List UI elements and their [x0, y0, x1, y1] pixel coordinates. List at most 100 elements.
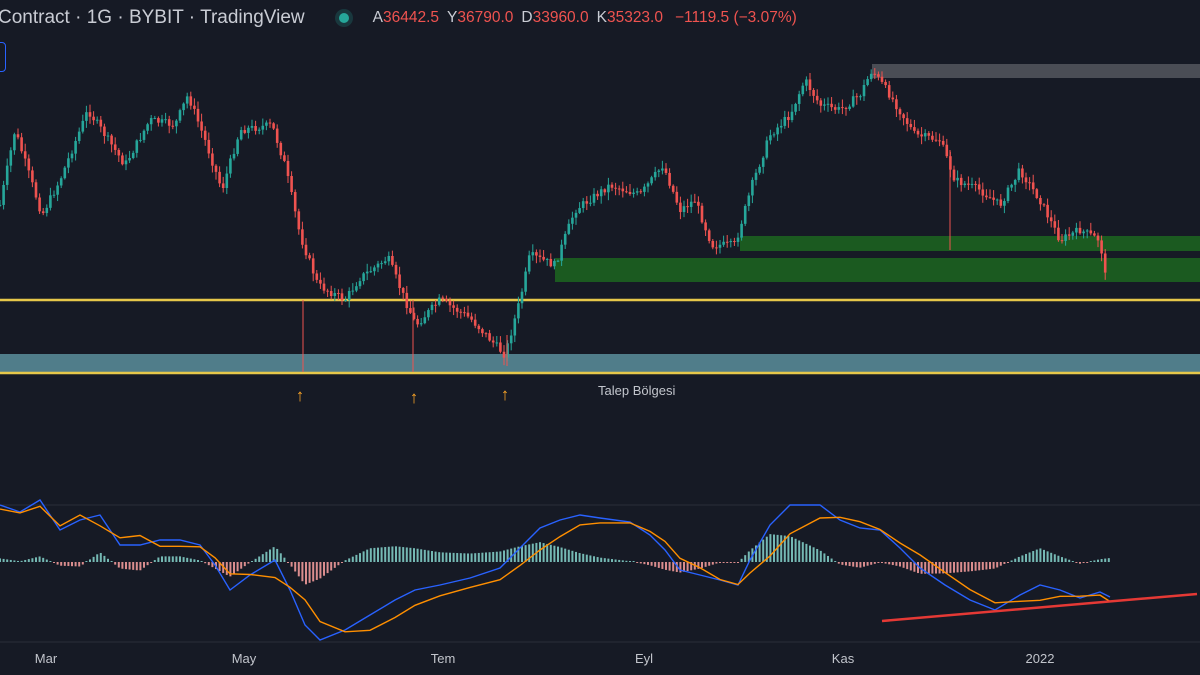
candle-body — [1067, 234, 1071, 236]
candle-body — [747, 195, 751, 206]
candle-body — [758, 166, 761, 173]
candle-body — [668, 172, 671, 186]
histogram-bar — [488, 552, 491, 562]
candle-body — [409, 308, 412, 313]
candle-body — [110, 135, 113, 145]
histogram-bar — [675, 562, 678, 572]
histogram-bar — [852, 562, 855, 567]
histogram-bar — [92, 556, 95, 562]
candle-body — [1021, 168, 1024, 178]
candle-body — [322, 283, 326, 291]
histogram-bar — [110, 561, 113, 562]
candle-body — [787, 116, 790, 121]
candle-body — [254, 125, 257, 131]
resistance-zone[interactable] — [872, 64, 1200, 78]
histogram-bar — [449, 552, 451, 562]
histogram-bar — [1100, 559, 1103, 562]
timeframe[interactable]: 1G — [86, 7, 113, 28]
histogram-bar — [193, 559, 196, 562]
histogram-bar — [1071, 561, 1074, 562]
candle-body — [34, 182, 38, 198]
candle-body — [394, 264, 398, 275]
histogram-bar — [38, 556, 41, 562]
histogram-bar — [744, 555, 747, 562]
candle-body — [891, 97, 895, 100]
histogram-bar — [463, 553, 466, 562]
histogram-bar — [333, 562, 336, 568]
histogram-bar — [1057, 555, 1060, 562]
candle-body — [275, 128, 279, 143]
demand-zone[interactable] — [0, 354, 1200, 373]
histogram-bar — [506, 549, 509, 562]
histogram-bar — [621, 560, 624, 562]
candle-body — [1053, 221, 1057, 228]
candle-body — [491, 340, 495, 343]
support-zone-upper[interactable] — [740, 236, 1200, 251]
histogram-bar — [636, 562, 639, 563]
histogram-bar — [45, 559, 48, 562]
histogram-bar — [823, 553, 826, 562]
macd-line — [0, 499, 1111, 641]
candle-body — [329, 291, 333, 297]
histogram-bar — [902, 562, 905, 568]
histogram-bar — [434, 551, 437, 562]
candle-body — [524, 271, 527, 292]
histogram-bar — [1025, 553, 1027, 562]
candle-body — [628, 191, 632, 194]
candle-body — [931, 135, 934, 140]
legend-toggle-button[interactable] — [0, 42, 6, 72]
demand-zone-label: Talep Bölgesi — [598, 383, 675, 398]
histogram-bar — [607, 558, 610, 562]
histogram-bar — [150, 562, 153, 563]
candle-body — [797, 94, 801, 104]
histogram-bar — [895, 562, 898, 566]
candle-body — [517, 303, 520, 319]
candle-body — [499, 342, 502, 352]
candle-body — [693, 201, 697, 203]
histogram-bar — [729, 562, 732, 563]
divergence-trendline[interactable] — [881, 592, 1198, 623]
ohlc-change: −1119.5 (−3.07%) — [674, 9, 797, 26]
candle-body — [211, 153, 214, 166]
histogram-bar — [308, 562, 311, 583]
candle-body — [553, 260, 556, 267]
candle-body — [380, 263, 383, 265]
candle-body — [1089, 230, 1093, 234]
candle-body — [682, 206, 686, 213]
histogram-bar — [665, 562, 667, 570]
histogram-bar — [557, 546, 559, 562]
candle-body — [754, 172, 758, 180]
histogram-bar — [236, 562, 239, 572]
candle-body — [1078, 227, 1082, 234]
histogram-bar — [499, 551, 502, 562]
candle-body — [1093, 233, 1096, 236]
histogram-bar — [438, 552, 441, 562]
candle-body — [995, 199, 999, 201]
histogram-bar — [427, 550, 430, 562]
candle-body — [445, 298, 448, 301]
candle-body — [92, 116, 95, 121]
histogram-bar — [1053, 554, 1056, 562]
candle-body — [103, 126, 106, 137]
histogram-bar — [305, 562, 307, 585]
histogram-bar — [697, 562, 700, 569]
candle-body — [319, 279, 322, 284]
support-zone-lower[interactable] — [555, 258, 1200, 282]
histogram-bar — [27, 559, 30, 562]
histogram-bar — [888, 562, 891, 565]
histogram-bar — [17, 560, 19, 562]
candle-body — [52, 194, 56, 196]
candle-body — [149, 118, 153, 125]
candle-body — [495, 342, 499, 344]
histogram-bar — [589, 555, 592, 562]
symbol-title[interactable]: Contract · 1G · BYBIT · TradingView — [0, 7, 305, 29]
candle-body — [56, 185, 59, 195]
histogram-bar — [0, 558, 1, 562]
histogram-bar — [78, 562, 81, 567]
candle-body — [700, 205, 704, 223]
histogram-bar — [668, 562, 671, 571]
candle-body — [466, 312, 470, 317]
histogram-bar — [355, 554, 358, 562]
candle-body — [999, 199, 1003, 206]
